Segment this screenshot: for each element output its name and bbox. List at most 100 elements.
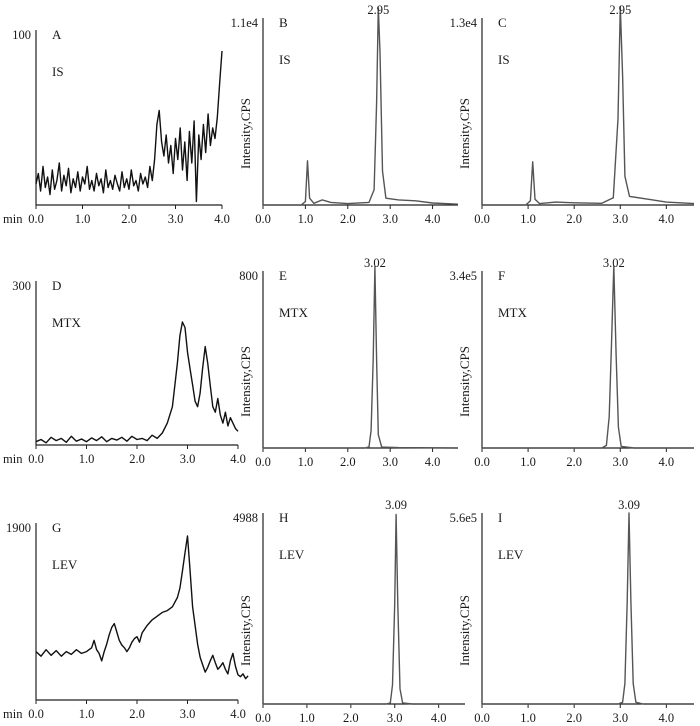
y-max-label: 3.4e5 (450, 269, 477, 283)
x-tick-label: 4.0 (431, 711, 447, 725)
trace-line (482, 265, 694, 449)
x-tick-label: 1.0 (520, 212, 536, 226)
x-tick-label: 2.0 (340, 455, 356, 469)
x-tick-label: 4.0 (659, 212, 675, 226)
x-tick-label: 0.0 (28, 212, 44, 226)
x-tick-label: 2.0 (566, 212, 582, 226)
panel-i: 0.0 1.0 2.0 3.0 4.0 5.6e5 I LEV Intensity,CPS 3.0… (450, 498, 694, 725)
trace-line (482, 5, 695, 206)
x-tick-label: 4.0 (659, 711, 675, 725)
x-tick-label: 3.0 (382, 455, 398, 469)
x-tick-label: 4.0 (230, 452, 246, 466)
x-tick-label: 2.0 (129, 707, 145, 721)
x-tick-label: 3.0 (612, 455, 628, 469)
panel-letter: A (52, 27, 62, 42)
trace-line (35, 321, 239, 444)
analyte-label: IS (279, 52, 291, 67)
analyte-label: MTX (498, 305, 528, 320)
x-tick-label: 1.0 (299, 711, 315, 725)
panel-h: 0.0 1.0 2.0 3.0 4.0 4988 H LEV Intensity,CPS 3.09 (233, 498, 465, 725)
x-tick-label: 0.0 (474, 711, 490, 725)
trace-line (263, 7, 459, 206)
x-tick-label: 3.0 (168, 212, 184, 226)
y-max-label: 100 (12, 28, 31, 42)
peak-rt-label: 3.02 (364, 256, 386, 270)
y-max-label: 1.1e4 (231, 16, 259, 30)
peak-rt-label: 3.09 (385, 498, 407, 512)
peak-rt-label: 3.09 (618, 498, 640, 512)
x-tick-label: 2.0 (121, 212, 137, 226)
x-tick-label: 2.0 (129, 452, 145, 466)
x-tick-label: 4.0 (230, 707, 246, 721)
y-axis-title: Intensity,CPS (457, 98, 472, 169)
x-tick-label: 4.0 (659, 455, 675, 469)
trace-line (263, 265, 459, 449)
panel-f: 0.0 1.0 2.0 3.0 4.0 3.4e5 F MTX Intensity,CPS 3.0… (450, 256, 694, 469)
analyte-label: MTX (52, 315, 82, 330)
y-max-label: 1900 (6, 521, 31, 535)
panel-letter: H (279, 510, 288, 525)
panel-b: 0.0 1.0 2.0 3.0 4.0 1.1e4 B IS Intensity,CPS 2.95 (231, 3, 459, 226)
x-axis-title: min (3, 707, 23, 721)
y-max-label: 800 (239, 269, 258, 283)
panel-letter: F (498, 268, 505, 283)
panel-letter: D (52, 278, 61, 293)
x-tick-label: 2.0 (566, 711, 582, 725)
x-tick-label: 0.0 (255, 455, 271, 469)
panel-d: 0.0 1.0 2.0 3.0 4.0 300 D MTX min (3, 278, 246, 466)
x-tick-label: 2.0 (340, 212, 356, 226)
x-tick-label: 0.0 (255, 212, 271, 226)
x-tick-label: 0.0 (28, 452, 44, 466)
y-axis-title: Intensity,CPS (238, 595, 253, 666)
x-tick-label: 0.0 (474, 455, 490, 469)
trace-line (263, 513, 465, 705)
x-tick-label: 1.0 (79, 707, 95, 721)
x-axis-title: min (3, 212, 23, 226)
x-tick-label: 1.0 (79, 452, 95, 466)
panel-g: 0.0 1.0 2.0 3.0 4.0 1900 G LEV min (3, 520, 249, 721)
x-tick-label: 1.0 (298, 212, 314, 226)
panel-letter: C (498, 15, 507, 30)
y-axis-title: Intensity,CPS (238, 346, 253, 417)
analyte-label: LEV (498, 547, 524, 562)
panel-e: 0.0 1.0 2.0 3.0 4.0 800 E MTX Intensity,CPS 3.02 (238, 256, 459, 469)
panel-letter: I (498, 510, 502, 525)
x-tick-label: 0.0 (474, 212, 490, 226)
x-tick-label: 2.0 (343, 711, 359, 725)
y-axis-title: Intensity,CPS (457, 346, 472, 417)
y-axis-title: Intensity,CPS (238, 98, 253, 169)
trace-line (482, 512, 694, 705)
panel-c: 0.0 1.0 2.0 3.0 4.0 1.3e4 C IS Intensity,CPS 2.95 (450, 3, 695, 226)
peak-rt-label: 2.95 (367, 3, 389, 17)
x-tick-label: 3.0 (382, 212, 398, 226)
x-tick-label: 3.0 (387, 711, 403, 725)
x-tick-label: 2.0 (566, 455, 582, 469)
analyte-label: MTX (279, 305, 309, 320)
analyte-label: LEV (279, 547, 305, 562)
x-tick-label: 4.0 (214, 212, 230, 226)
panel-letter: B (279, 15, 288, 30)
x-tick-label: 0.0 (255, 711, 271, 725)
x-tick-label: 3.0 (180, 452, 196, 466)
x-tick-label: 1.0 (520, 455, 536, 469)
peak-rt-label: 2.95 (609, 3, 631, 17)
x-tick-label: 1.0 (520, 711, 536, 725)
analyte-label: LEV (52, 557, 78, 572)
x-axis-title: min (3, 452, 23, 466)
y-max-label: 4988 (233, 511, 258, 525)
x-tick-label: 1.0 (75, 212, 91, 226)
peak-rt-label: 3.02 (603, 256, 625, 270)
panel-letter: E (279, 268, 287, 283)
analyte-label: IS (52, 64, 64, 79)
trace-line (35, 535, 249, 680)
panel-a: 0.0 1.0 2.0 3.0 4.0 100 A IS min (3, 27, 230, 226)
y-max-label: 1.3e4 (450, 16, 478, 30)
y-max-label: 300 (12, 279, 31, 293)
x-tick-label: 3.0 (612, 212, 628, 226)
panel-letter: G (52, 520, 61, 535)
y-axis-title: Intensity,CPS (457, 595, 472, 666)
x-tick-label: 0.0 (28, 707, 44, 721)
x-tick-label: 4.0 (425, 455, 441, 469)
y-max-label: 5.6e5 (450, 511, 477, 525)
